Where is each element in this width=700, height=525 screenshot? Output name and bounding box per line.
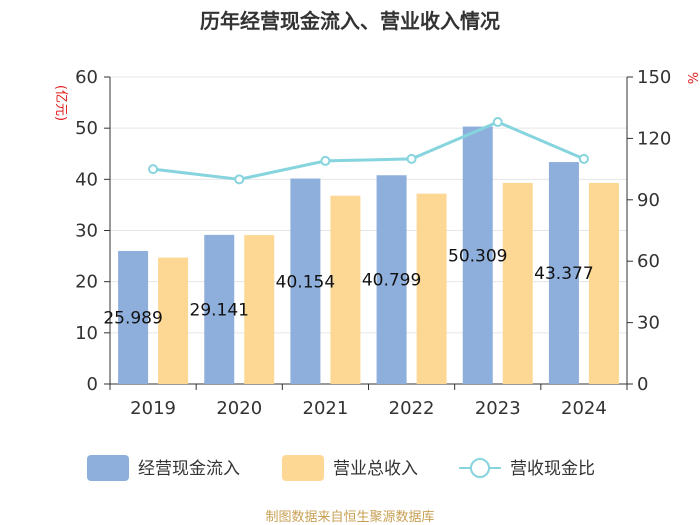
bar-cash-inflow	[548, 162, 579, 384]
legend-label-revenue: 营业总收入	[333, 459, 418, 479]
ratio-point	[320, 155, 331, 166]
right-axis-tick-label: 0	[637, 374, 648, 395]
legend-swatch-cash-inflow	[87, 455, 129, 481]
ratio-point	[406, 153, 417, 164]
bar-cash-inflow	[376, 175, 407, 384]
left-axis-tick-label: 10	[75, 323, 98, 344]
line-series	[148, 117, 589, 185]
bar-series	[118, 126, 619, 384]
ratio-point	[148, 164, 159, 175]
left-axis-tick-label: 40	[75, 169, 98, 190]
bar-cash-inflow	[290, 178, 321, 384]
bar-revenue	[244, 235, 275, 384]
legend-swatch-revenue	[282, 455, 324, 481]
x-axis-tick-label: 2022	[389, 398, 435, 419]
legend-marker-ratio	[470, 458, 490, 478]
legend-label-ratio: 营收现金比	[510, 459, 595, 479]
left-axis-tick-label: 20	[75, 272, 98, 293]
ratio-point	[234, 174, 245, 185]
bar-revenue	[330, 195, 361, 384]
bar-data-labels: 25.989 29.141 40.154 40.799 50.309 43.377	[103, 246, 593, 328]
right-axis-tick-label: 90	[637, 190, 660, 211]
left-axis-unit: (亿元)	[53, 85, 68, 121]
x-axis-tick-label: 2019	[130, 398, 176, 419]
x-axis-tick-label: 2021	[303, 398, 349, 419]
bar-cash-inflow	[462, 126, 493, 384]
chart-title: 历年经营现金流入、营业收入情况	[200, 9, 500, 33]
right-axis-tick-label: 30	[637, 313, 660, 334]
bar-cash-inflow	[204, 234, 235, 384]
right-axis-tick-label: 150	[637, 67, 671, 88]
x-axis-tick-label: 2020	[216, 398, 262, 419]
ratio-point	[578, 153, 589, 164]
bar-data-label: 29.141	[190, 300, 249, 320]
bar-revenue	[588, 182, 619, 384]
bar-revenue	[158, 257, 189, 384]
ratio-point	[492, 117, 503, 128]
bar-data-label: 50.309	[448, 246, 507, 266]
legend: 经营现金流入 营业总收入 营收现金比	[87, 455, 595, 481]
source-note: 制图数据来自恒生聚源数据库	[265, 509, 434, 525]
left-axis-tick-label: 0	[87, 374, 98, 395]
bar-data-label: 43.377	[534, 264, 593, 284]
right-axis-tick-label: 120	[637, 128, 671, 149]
left-axis-tick-label: 50	[75, 118, 98, 139]
x-axis-tick-label: 2023	[475, 398, 521, 419]
bar-revenue	[416, 193, 447, 384]
left-axis-tick-label: 60	[75, 67, 98, 88]
axes: 0 10 20 30 40 50 60 0 30 60 90 120 150 2019 2020 2021 20…	[75, 67, 671, 419]
left-axis-tick-label: 30	[75, 221, 98, 242]
x-axis-tick-label: 2024	[561, 398, 607, 419]
right-axis-unit: %	[684, 72, 699, 84]
grid-lines	[110, 76, 627, 334]
ratio-line	[152, 120, 585, 181]
right-axis-tick-label: 60	[637, 251, 660, 272]
bar-data-label: 25.989	[103, 309, 162, 329]
bar-cash-inflow	[118, 251, 149, 384]
bar-data-label: 40.799	[362, 271, 421, 291]
bar-data-label: 40.154	[276, 272, 335, 292]
bar-revenue	[502, 182, 533, 384]
legend-label-cash-inflow: 经营现金流入	[138, 459, 240, 479]
